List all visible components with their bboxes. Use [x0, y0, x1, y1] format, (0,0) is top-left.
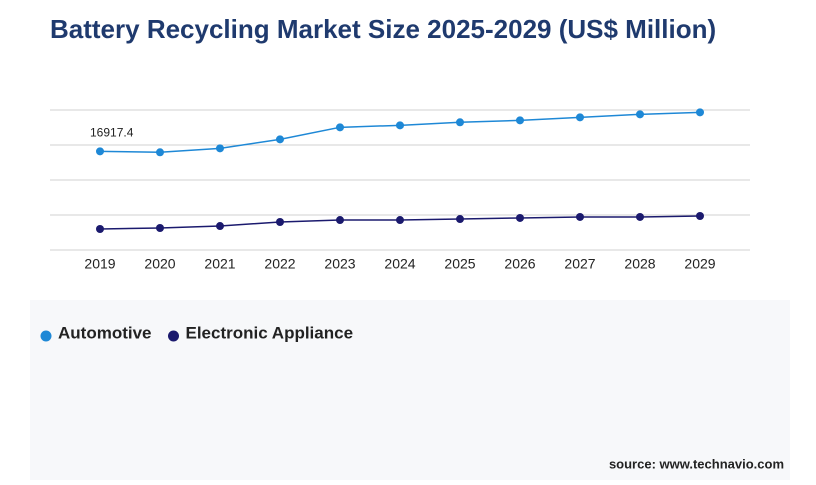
data-point [156, 148, 164, 157]
data-point [156, 224, 164, 233]
legend-label: Electronic Appliance [186, 323, 354, 342]
legend-panel [30, 300, 790, 480]
x-tick-label: 2019 [84, 256, 115, 272]
data-point [396, 121, 404, 130]
x-tick-label: 2029 [684, 256, 715, 272]
data-point [396, 216, 404, 225]
chart-title: Battery Recycling Market Size 2025-2029 … [50, 14, 716, 44]
data-point [696, 211, 704, 220]
x-tick-label: 2024 [384, 256, 415, 272]
x-tick-label: 2027 [564, 256, 595, 272]
data-point [456, 215, 464, 224]
data-point [96, 147, 104, 156]
x-tick-label: 2020 [144, 256, 175, 272]
data-point [336, 216, 344, 225]
x-tick-label: 2021 [204, 256, 235, 272]
data-point [456, 118, 464, 127]
x-tick-label: 2023 [324, 256, 355, 272]
data-point [696, 108, 704, 117]
data-point [636, 212, 644, 221]
data-point [636, 110, 644, 119]
data-point [516, 116, 524, 125]
data-point [576, 113, 584, 122]
x-tick-label: 2025 [444, 256, 475, 272]
data-point [576, 212, 584, 221]
x-tick-label: 2028 [624, 256, 655, 272]
data-point [216, 144, 224, 153]
data-point [216, 222, 224, 231]
legend-label: Automotive [58, 323, 152, 342]
x-tick-label: 2022 [264, 256, 295, 272]
x-tick-label: 2026 [504, 256, 535, 272]
data-point [96, 225, 104, 233]
legend-marker [168, 330, 179, 342]
source: source: www.technavio.com [609, 456, 784, 471]
data-label: 16917.4 [90, 125, 134, 139]
data-point [276, 218, 284, 226]
legend-marker [40, 330, 52, 342]
data-point [336, 123, 344, 132]
series-line [99, 111, 701, 154]
data-point [276, 135, 284, 144]
data-point [516, 213, 524, 222]
